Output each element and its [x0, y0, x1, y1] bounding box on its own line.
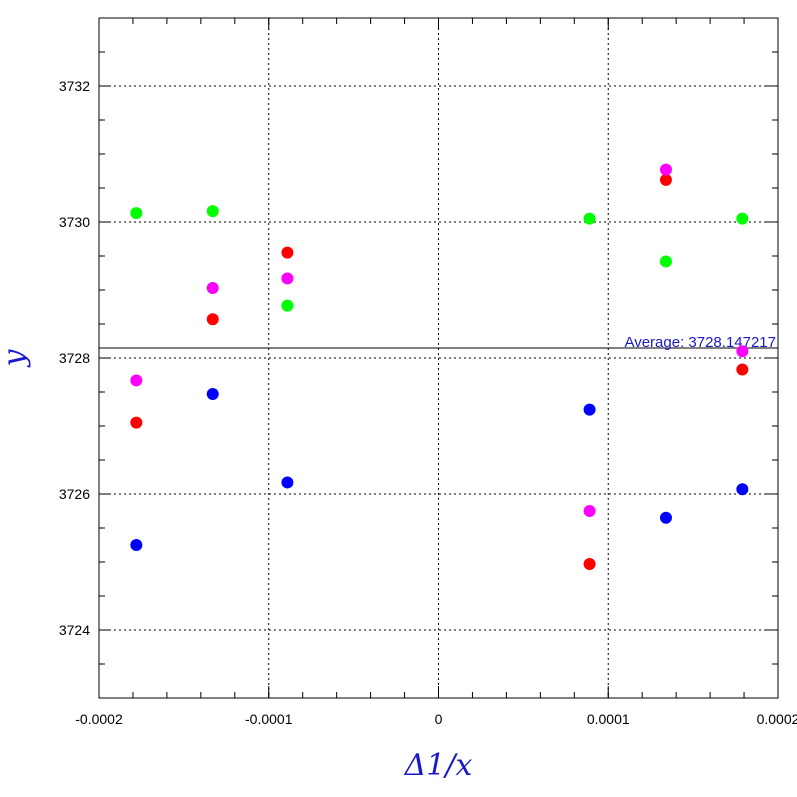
- data-point: [583, 403, 596, 416]
- x-tick-label: -0.0001: [245, 711, 293, 727]
- x-tick-label: 0.0002: [757, 711, 797, 727]
- data-point: [583, 212, 596, 225]
- y-tick-label: 3730: [59, 214, 90, 230]
- data-point: [206, 313, 219, 326]
- data-point: [281, 272, 294, 285]
- data-point: [659, 511, 672, 524]
- data-point: [281, 246, 294, 259]
- data-point: [281, 476, 294, 489]
- y-tick-label: 3728: [59, 350, 90, 366]
- data-points: [130, 163, 749, 571]
- data-point: [659, 173, 672, 186]
- y-tick-labels: 3724 3726 3728 3730 3732: [59, 78, 90, 638]
- x-tick-label: -0.0002: [75, 711, 123, 727]
- y-axis-title: y: [0, 348, 32, 368]
- data-point: [206, 281, 219, 294]
- data-point: [736, 483, 749, 496]
- data-point: [130, 416, 143, 429]
- x-axis-title: Δ1/x: [404, 748, 473, 783]
- data-point: [206, 388, 219, 401]
- data-point: [736, 363, 749, 376]
- average-label: Average: 3728.147217: [624, 334, 776, 351]
- data-point: [659, 255, 672, 268]
- y-tick-label: 3732: [59, 78, 90, 94]
- y-tick-label: 3726: [59, 486, 90, 502]
- x-tick-labels: -0.0002 -0.0001 0 0.0001 0.0002: [75, 711, 797, 727]
- plot-frame: [98, 17, 779, 699]
- data-point: [736, 345, 749, 358]
- data-point: [281, 299, 294, 312]
- data-point: [736, 212, 749, 225]
- data-point: [583, 505, 596, 517]
- data-point: [206, 205, 219, 218]
- data-point: [659, 163, 672, 176]
- y-tick-label: 3724: [59, 622, 90, 638]
- data-point: [583, 558, 596, 571]
- grid: [99, 18, 778, 698]
- data-point: [130, 539, 143, 551]
- data-point: [130, 207, 143, 220]
- data-point: [130, 374, 143, 387]
- x-tick-label: 0: [435, 711, 443, 727]
- x-tick-label: 0.0001: [587, 711, 630, 727]
